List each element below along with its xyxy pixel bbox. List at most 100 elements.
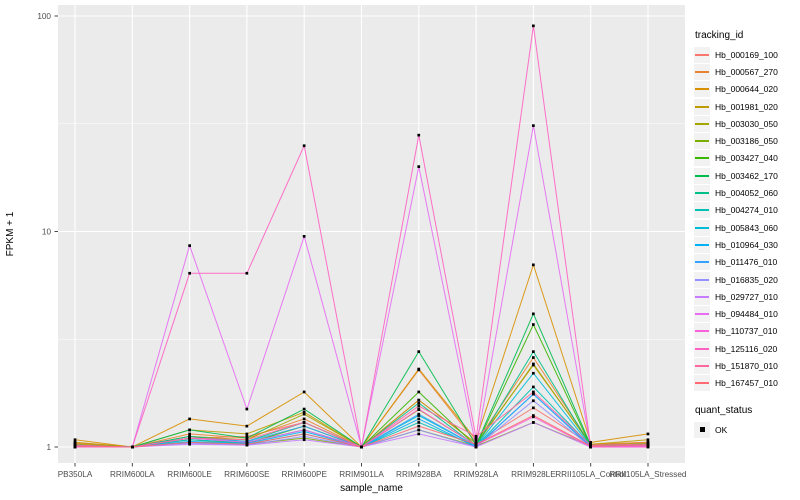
x-tick-label: PB350LA [58, 470, 93, 479]
data-point [188, 417, 191, 421]
data-point [474, 442, 478, 446]
data-point [532, 392, 535, 396]
legend-title-tracking-id: tracking_id [695, 30, 744, 41]
data-point [302, 235, 306, 238]
legend-key-line [694, 306, 710, 323]
legend-item-Hb_000567_270: Hb_000567_270 [694, 63, 800, 80]
legend-item-Hb_029727_010: Hb_029727_010 [694, 288, 800, 305]
x-tick-label: RRIM901LA [339, 470, 384, 479]
x-tick-label: RRIM600LA [110, 470, 155, 479]
data-point [417, 401, 421, 405]
data-point [188, 435, 191, 438]
data-point [73, 444, 77, 448]
legend-key-line [694, 115, 710, 132]
data-point [302, 428, 306, 432]
legend-item-label: Hb_003030_050 [715, 118, 778, 129]
data-point [532, 414, 535, 417]
data-point [417, 412, 421, 416]
data-point [245, 407, 249, 411]
legend-item-label: Hb_167457_010 [715, 378, 778, 389]
legend-item-Hb_001981_020: Hb_001981_020 [694, 98, 800, 115]
legend-item-label: Hb_004052_060 [715, 188, 778, 199]
legend-key-line [694, 219, 710, 236]
legend-item-Hb_094484_010: Hb_094484_010 [694, 305, 800, 323]
y-tick-label: 1 [46, 443, 51, 452]
legend-key-line [694, 254, 710, 271]
legend-item-Hb_003427_040: Hb_003427_040 [694, 150, 800, 167]
legend-key-line [694, 288, 710, 305]
data-point [532, 24, 535, 28]
data-point [646, 443, 650, 447]
legend-key-line [694, 375, 710, 392]
data-point [245, 441, 249, 444]
legend-item-Hb_005843_060: Hb_005843_060 [694, 219, 800, 236]
legend-item-Hb_167457_010: Hb_167457_010 [694, 375, 800, 392]
data-point [302, 430, 306, 433]
legend-key-line [694, 133, 710, 150]
data-point [188, 438, 191, 442]
legend-key-line [694, 340, 710, 357]
data-point [417, 404, 421, 408]
data-point [188, 436, 191, 440]
data-point [417, 432, 421, 436]
x-tick-label: RRIM600PE [281, 470, 327, 479]
data-point [302, 390, 306, 394]
legend-item-label: Hb_151870_010 [715, 360, 778, 371]
legend-item-Hb_016835_020: Hb_016835_020 [694, 271, 800, 288]
data-point [188, 428, 191, 432]
legend-item-label: Hb_110737_010 [715, 326, 778, 337]
data-point [532, 124, 535, 127]
legend-key-line [694, 185, 710, 202]
legend-item-Hb_000644_020: Hb_000644_020 [694, 81, 800, 98]
legend-item-Hb_003462_170: Hb_003462_170 [694, 167, 800, 184]
data-point [417, 367, 421, 371]
legend-key-point [694, 421, 710, 438]
data-point [532, 421, 535, 424]
x-tick-label: RRIM928LE [511, 470, 556, 479]
legend-item-Hb_003186_050: Hb_003186_050 [694, 132, 800, 150]
data-point [417, 407, 421, 411]
legend-item-label: Hb_003427_040 [715, 153, 778, 164]
data-point [360, 445, 363, 449]
data-point [646, 432, 650, 436]
data-point [302, 407, 306, 411]
data-point [474, 435, 478, 438]
legend-item-label: Hb_001981_020 [715, 101, 778, 112]
y-tick-label: 100 [37, 12, 51, 21]
legend-item-label: Hb_003462_170 [715, 170, 778, 181]
data-point [302, 436, 306, 440]
data-point [417, 350, 421, 353]
data-point [302, 421, 306, 424]
data-point [302, 438, 306, 442]
legend-item-label: Hb_029727_010 [715, 291, 778, 302]
legend-item-label: Hb_000567_270 [715, 66, 778, 77]
legend-item-Hb_004052_060: Hb_004052_060 [694, 184, 800, 202]
legend-item-Hb_011476_010: Hb_011476_010 [694, 254, 800, 271]
legend-key-line [694, 63, 710, 80]
data-point [188, 442, 191, 446]
data-point [302, 432, 306, 436]
x-tick-label: RRII105LA_Stressed [610, 470, 687, 479]
data-point [589, 441, 592, 444]
legend-item-label: Hb_011476_010 [715, 257, 778, 268]
legend-item-Hb_003030_050: Hb_003030_050 [694, 115, 800, 132]
data-point [302, 410, 306, 414]
x-tick-label: RRIM600SE [224, 470, 270, 479]
legend-title-quant-status: quant_status [695, 404, 753, 416]
data-point [131, 445, 134, 449]
data-point [417, 424, 421, 428]
data-point [532, 385, 535, 389]
x-tick-label: RRIM600LE [167, 470, 212, 479]
legend-item-label: Hb_000169_100 [715, 49, 778, 60]
data-point [245, 442, 249, 446]
legend-item-label: Hb_010964_030 [715, 239, 778, 250]
legend-item-label: Hb_000644_020 [715, 84, 778, 95]
legend-item-quant-OK: OK [694, 421, 800, 438]
data-point [646, 438, 650, 442]
legend-item-label: OK [715, 424, 728, 435]
data-point [417, 417, 421, 421]
data-point [417, 428, 421, 432]
data-point [302, 424, 306, 428]
legend-key-line [694, 98, 710, 115]
